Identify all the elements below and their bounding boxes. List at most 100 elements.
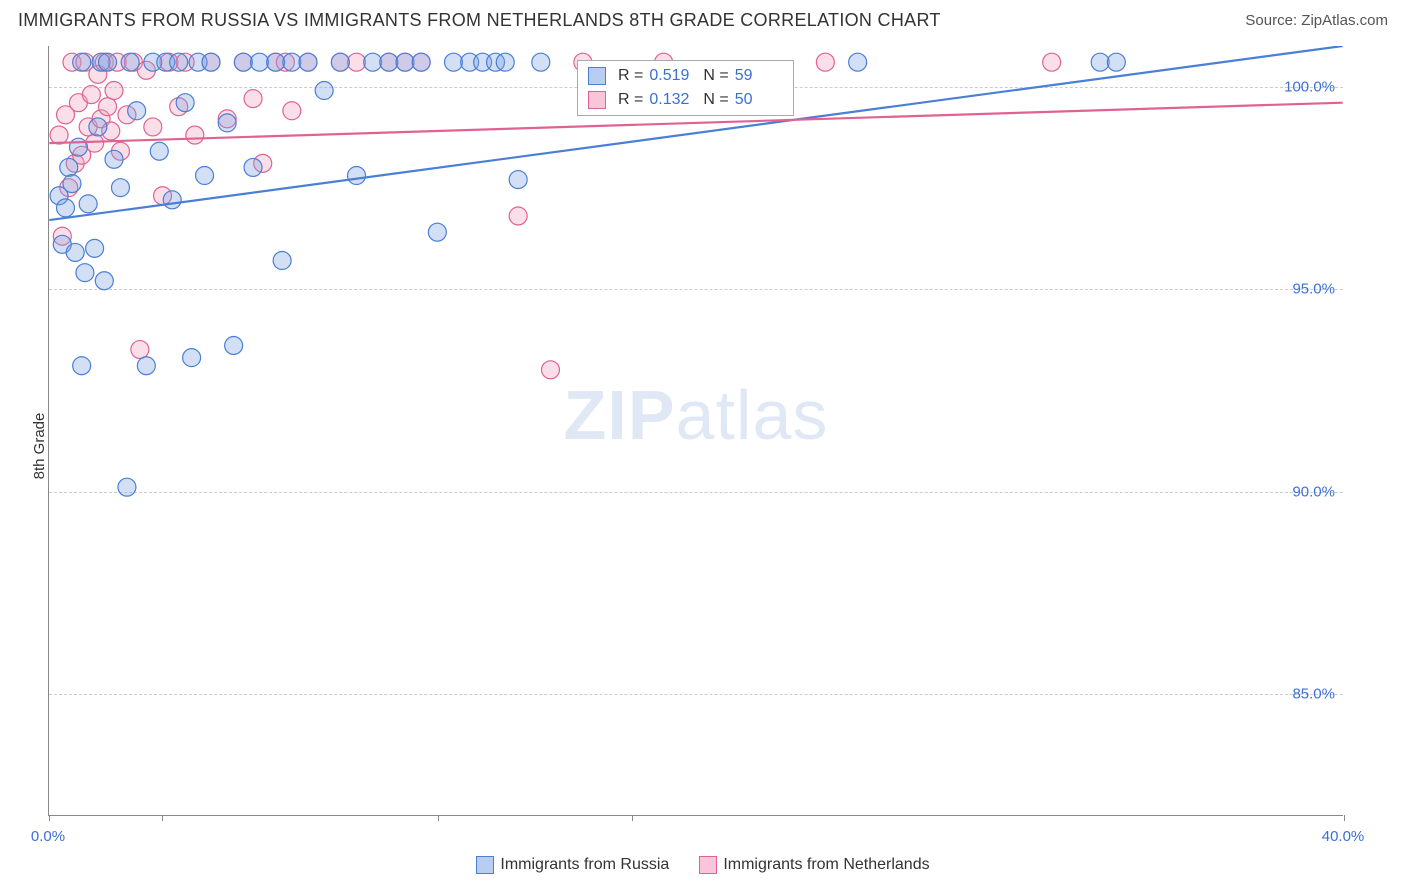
scatter-point-russia <box>105 150 123 168</box>
legend-n-label: N = <box>703 67 728 85</box>
scatter-point-netherlands <box>244 90 262 108</box>
legend-stats-row-russia: R = 0.519 N = 59 <box>588 64 783 88</box>
x-tick-mark <box>438 815 439 821</box>
x-tick-label: 0.0% <box>31 828 65 845</box>
scatter-point-russia <box>137 357 155 375</box>
legend-r-value-netherlands: 0.132 <box>649 91 697 109</box>
legend-swatch-netherlands <box>699 856 717 874</box>
scatter-point-netherlands <box>105 82 123 100</box>
scatter-point-russia <box>89 118 107 136</box>
scatter-point-russia <box>69 138 87 156</box>
scatter-point-russia <box>315 82 333 100</box>
scatter-point-russia <box>86 239 104 257</box>
scatter-point-netherlands <box>283 102 301 120</box>
scatter-point-russia <box>118 478 136 496</box>
scatter-point-netherlands <box>82 86 100 104</box>
scatter-point-russia <box>150 142 168 160</box>
scatter-point-russia <box>251 53 269 71</box>
scatter-svg <box>49 46 1343 815</box>
scatter-point-netherlands <box>816 53 834 71</box>
scatter-point-russia <box>283 53 301 71</box>
legend-n-label: N = <box>703 91 728 109</box>
legend-item-russia: Immigrants from Russia <box>476 856 669 874</box>
x-tick-mark <box>49 815 50 821</box>
legend-n-value-netherlands: 50 <box>735 91 783 109</box>
scatter-point-netherlands <box>144 118 162 136</box>
x-tick-label: 40.0% <box>1322 828 1365 845</box>
legend-swatch-netherlands <box>588 91 606 109</box>
scatter-point-netherlands <box>542 361 560 379</box>
scatter-point-netherlands <box>348 53 366 71</box>
legend-r-value-russia: 0.519 <box>649 67 697 85</box>
scatter-point-russia <box>76 264 94 282</box>
scatter-point-russia <box>163 191 181 209</box>
scatter-point-netherlands <box>99 98 117 116</box>
source-prefix: Source: <box>1245 12 1301 29</box>
chart-source: Source: ZipAtlas.com <box>1245 12 1388 29</box>
scatter-point-netherlands <box>1043 53 1061 71</box>
x-tick-mark <box>632 815 633 821</box>
scatter-point-russia <box>267 53 285 71</box>
scatter-point-russia <box>428 223 446 241</box>
scatter-point-netherlands <box>86 134 104 152</box>
scatter-point-russia <box>273 252 291 270</box>
legend-label-russia: Immigrants from Russia <box>500 856 669 873</box>
chart-plot-area: ZIPatlas 85.0%90.0%95.0%100.0%R =0.519N … <box>48 46 1343 816</box>
scatter-point-russia <box>1107 53 1125 71</box>
source-name: ZipAtlas.com <box>1301 12 1388 29</box>
scatter-point-russia <box>496 53 514 71</box>
scatter-point-russia <box>63 175 81 193</box>
scatter-point-russia <box>79 195 97 213</box>
chart-title: IMMIGRANTS FROM RUSSIA VS IMMIGRANTS FRO… <box>18 10 941 31</box>
legend-stats-box: R = 0.519 N = 59 R = 0.132 N = 50 <box>577 60 794 116</box>
legend-swatch-russia <box>476 856 494 874</box>
scatter-point-russia <box>299 53 317 71</box>
scatter-point-russia <box>380 53 398 71</box>
scatter-point-russia <box>111 179 129 197</box>
scatter-point-russia <box>99 53 117 71</box>
scatter-point-russia <box>66 243 84 261</box>
scatter-point-russia <box>73 357 91 375</box>
scatter-point-russia <box>1091 53 1109 71</box>
legend-r-label: R = <box>618 67 643 85</box>
scatter-point-netherlands <box>509 207 527 225</box>
scatter-point-russia <box>244 158 262 176</box>
scatter-point-russia <box>170 53 188 71</box>
y-axis-label: 8th Grade <box>31 413 48 480</box>
scatter-point-russia <box>445 53 463 71</box>
legend-r-label: R = <box>618 91 643 109</box>
scatter-point-russia <box>60 158 78 176</box>
x-tick-mark <box>1344 815 1345 821</box>
scatter-point-russia <box>509 171 527 189</box>
scatter-point-russia <box>412 53 430 71</box>
scatter-point-russia <box>183 349 201 367</box>
legend-swatch-russia <box>588 67 606 85</box>
scatter-point-russia <box>225 337 243 355</box>
legend-stats-row-netherlands: R = 0.132 N = 50 <box>588 88 783 112</box>
scatter-point-russia <box>849 53 867 71</box>
legend-label-netherlands: Immigrants from Netherlands <box>723 856 929 873</box>
scatter-point-russia <box>57 199 75 217</box>
x-axis-labels: 0.0%40.0% <box>48 828 1343 848</box>
scatter-point-russia <box>348 167 366 185</box>
scatter-point-russia <box>128 102 146 120</box>
scatter-point-russia <box>121 53 139 71</box>
scatter-point-russia <box>202 53 220 71</box>
scatter-point-russia <box>73 53 91 71</box>
scatter-point-russia <box>396 53 414 71</box>
scatter-point-russia <box>364 53 382 71</box>
legend-item-netherlands: Immigrants from Netherlands <box>699 856 929 874</box>
scatter-point-russia <box>196 167 214 185</box>
chart-header: IMMIGRANTS FROM RUSSIA VS IMMIGRANTS FRO… <box>0 0 1406 37</box>
legend-n-value-russia: 59 <box>735 67 783 85</box>
scatter-point-netherlands <box>131 341 149 359</box>
scatter-point-netherlands <box>50 126 68 144</box>
scatter-point-russia <box>218 114 236 132</box>
legend-bottom: Immigrants from Russia Immigrants from Ne… <box>0 856 1406 874</box>
scatter-point-russia <box>331 53 349 71</box>
scatter-point-russia <box>95 272 113 290</box>
scatter-point-russia <box>176 94 194 112</box>
scatter-point-netherlands <box>186 126 204 144</box>
scatter-point-russia <box>234 53 252 71</box>
x-tick-mark <box>162 815 163 821</box>
